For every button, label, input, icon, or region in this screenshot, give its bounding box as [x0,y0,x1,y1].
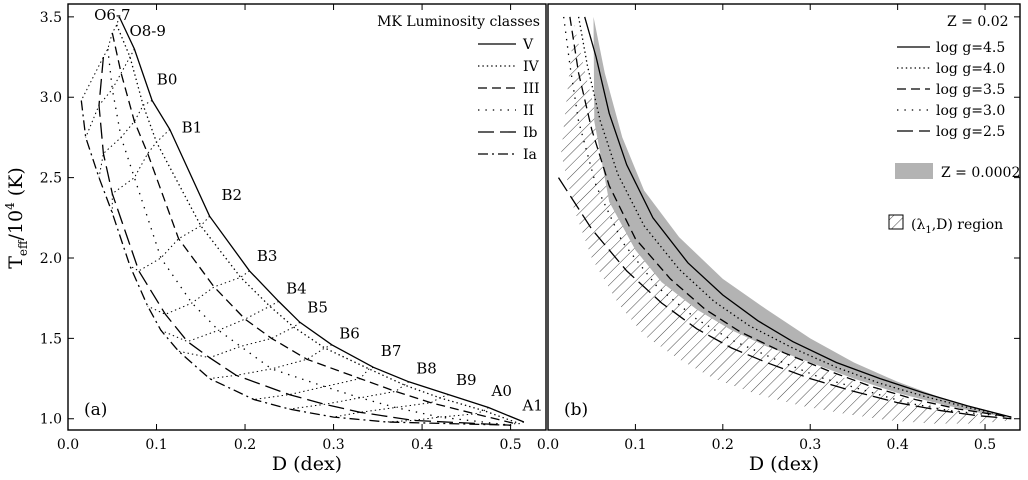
connector-b2 [129,215,210,272]
x-tick-label-b: 0.5 [974,437,996,453]
y-tick-label: 3.0 [40,90,62,106]
legend-label-class-ib: Ib [523,125,538,141]
series-line-class-ia [80,100,511,426]
spectral-type-label-a1: A1 [522,397,543,415]
y-tick-label: 2.0 [40,251,62,267]
spectral-type-label-o6-7: O6-7 [94,6,130,24]
panel-a-label: (a) [84,400,107,420]
connector-b4 [160,300,279,343]
spectral-type-label-b0: B0 [157,70,178,88]
spectral-type-connectors [80,16,525,426]
legend-label-class-ii: II [523,103,534,119]
y-tick-label: 2.5 [40,171,62,187]
legend-label-log-g-4-0: log g=4.0 [936,61,1005,77]
shaded-region-low-z [593,16,1012,418]
legend-label-class-iv: IV [523,59,540,75]
series-line-class-ib [98,56,511,426]
legend-shaded-label: Z = 0.0002 [941,165,1020,181]
x-tick-label-a: 0.2 [234,437,256,453]
series-line-class-v [118,16,525,423]
x-tick-label-b: 0.2 [712,437,734,453]
connector-b1 [111,129,171,213]
x-tick-label-a: 0.3 [322,437,344,453]
spectral-type-label-b6: B6 [339,324,360,342]
legend-title-a: MK Luminosity classes [377,14,540,30]
legend-label-class-ia: Ia [523,147,537,163]
x-axis-title-a: D (dex) [272,453,342,475]
spectral-type-label-o8-9: O8-9 [129,22,165,40]
connector-b5 [178,321,301,359]
spectral-type-label-b1: B1 [182,119,203,137]
x-tick-label-b: 0.3 [799,437,821,453]
legend-hatched-swatch [888,214,904,230]
x-axis-title-b: D (dex) [749,453,819,475]
connector-b8 [289,381,410,410]
spectral-type-label-b2: B2 [222,186,243,204]
x-tick-label-a: 0.1 [145,437,167,453]
legend-label-log-g-2-5: log g=2.5 [936,124,1005,140]
y-tick-label: 1.5 [40,331,62,347]
connector-b3 [147,270,250,315]
legend-label-class-iii: III [523,81,540,97]
y-axis-title: Teff/104 (K) [3,167,30,269]
panel-b: 0.0 0.1 0.2 0.3 0.4 0.5 (b) D (dex) Z = 0.02 … [537,3,1021,475]
legend-label-class-v: V [522,37,534,53]
series-line-log-g-3-5 [569,16,1012,418]
x-tick-label-b: 0.1 [624,437,646,453]
legend-hatched-subscript: 1 [925,225,931,236]
hatched-region [561,24,1012,424]
spectral-type-label-b4: B4 [286,279,307,297]
connector-b9 [333,394,449,418]
spectral-type-label-a0: A0 [491,382,512,400]
legend-label-log-g-3-0: log g=3.0 [936,103,1005,119]
y-tick-label: 1.0 [40,412,62,428]
legend-hatched-rest: ,D) region [932,217,1003,233]
legend-label-log-g-3-5: log g=3.5 [936,82,1005,98]
connector-b7 [253,366,374,400]
legend-hatched-lambda: (λ [911,217,925,233]
connector-b0 [98,100,153,178]
legend-title-b: Z = 0.02 [947,14,1009,30]
y-tick-label: 3.5 [40,10,62,26]
spectral-type-label-b9: B9 [456,371,477,389]
legend-label-log-g-4-5: log g=4.5 [936,40,1005,56]
series-line-log-g-2-5 [557,177,1012,420]
x-tick-label-a: 0.5 [499,437,521,453]
panel-a-frame [67,3,547,431]
panel-b-label: (b) [564,400,588,420]
legend-log-g: Z = 0.02 Z = 0.0002 (λ1,D) region log g=… [888,14,1020,236]
spectral-type-label-b5: B5 [307,299,328,317]
series-line-log-g-4-5 [584,16,1012,418]
legend-shaded-swatch [895,163,933,179]
legend-hatched-label: (λ1,D) region [911,217,1003,236]
connector-a0 [386,407,489,423]
spectral-type-label-b8: B8 [416,360,437,378]
x-tick-label-b: 0.0 [537,437,559,453]
x-tick-label-a: 0.4 [411,437,433,453]
x-tick-label-a: 0.0 [57,437,79,453]
series-line-class-iii [111,32,516,425]
series-line-class-ii [107,48,511,426]
spectral-type-label-b7: B7 [381,342,402,360]
connector-b6 [209,344,333,380]
x-tick-label-b: 0.4 [886,437,908,453]
panel-b-frame [547,3,1021,431]
spectral-type-label-b3: B3 [257,247,278,265]
